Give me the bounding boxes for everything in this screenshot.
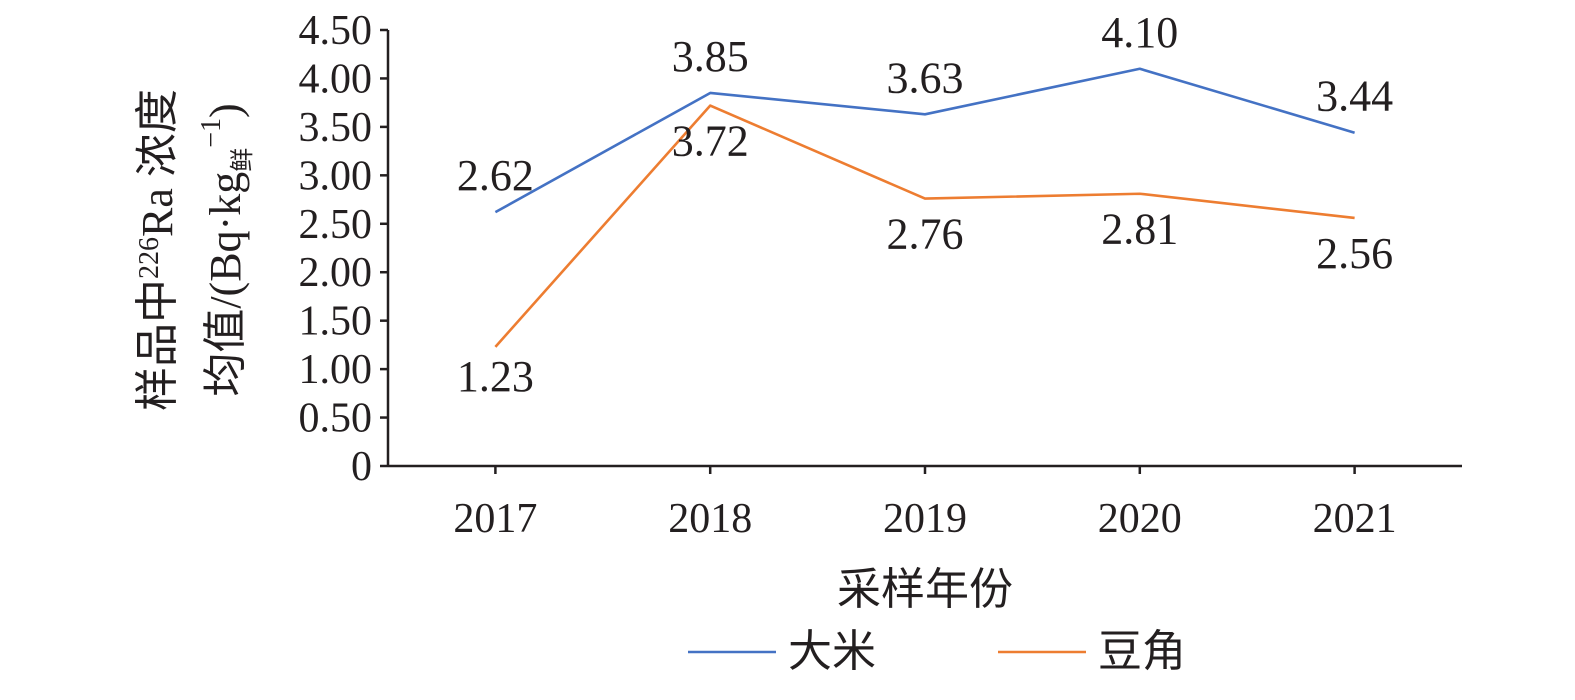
legend-label: 大米 <box>788 627 876 676</box>
series-group <box>494 67 1355 348</box>
data-label: 4.10 <box>1101 8 1178 57</box>
data-label: 3.85 <box>672 32 749 81</box>
y-tick-label: 0.50 <box>299 396 373 442</box>
y-axis-title-line2-sub: 鲜 <box>229 148 256 172</box>
data-label: 2.62 <box>457 151 534 200</box>
y-axis-title-line1-sup: 226 <box>134 237 165 279</box>
x-axis-ticks: 2017 2018 2019 2020 2021 <box>453 466 1397 542</box>
y-tick-label: 3.00 <box>299 153 373 199</box>
y-axis-title: 样品中226Ra 浓度 <box>133 89 182 411</box>
y-tick-label: 2.50 <box>299 202 373 248</box>
data-label: 2.56 <box>1316 229 1393 278</box>
y-tick-label: 4.50 <box>299 8 373 54</box>
data-label: 3.72 <box>672 117 749 166</box>
x-tick-label: 2018 <box>668 496 752 542</box>
y-tick-label: 3.50 <box>299 105 373 151</box>
data-label: 2.81 <box>1101 205 1178 254</box>
y-tick-label: 0 <box>351 444 372 490</box>
legend: 大米 豆角 <box>688 627 1186 676</box>
y-tick-label: 1.50 <box>299 299 373 345</box>
x-tick-label: 2017 <box>453 496 537 542</box>
y-axis-title-line1-suffix: Ra 浓度 <box>133 89 182 237</box>
y-axis-title-line2-sup: −1 <box>196 118 227 148</box>
y-axis-title-line1-prefix: 样品中 <box>133 279 182 411</box>
x-tick-label: 2020 <box>1098 496 1182 542</box>
data-label: 2.76 <box>887 210 964 259</box>
data-label: 3.63 <box>887 53 964 102</box>
svg-text:样品中226Ra 浓度: 样品中226Ra 浓度 <box>133 89 182 411</box>
legend-label: 豆角 <box>1098 627 1186 676</box>
y-axis-title-line2-prefix: 均值/(Bq·kg <box>201 172 250 397</box>
y-tick-label: 4.00 <box>299 56 373 102</box>
svg-text:均值/(Bq·kg鲜−1): 均值/(Bq·kg鲜−1) <box>196 103 256 396</box>
x-tick-label: 2019 <box>883 496 967 542</box>
data-labels: 2.62 3.85 3.63 4.10 3.44 1.23 3.72 2.76 2.81 2.56 <box>457 8 1393 401</box>
y-tick-label: 2.00 <box>299 250 373 296</box>
x-tick-label: 2021 <box>1313 496 1397 542</box>
y-axis-title-line2-suffix: ) <box>201 103 250 118</box>
x-axis-title: 采样年份 <box>837 565 1013 614</box>
data-label: 3.44 <box>1316 72 1393 121</box>
y-axis-ticks: 00.501.001.502.002.503.003.504.004.50 <box>299 8 388 490</box>
y-axis-title-line2: 均值/(Bq·kg鲜−1) <box>196 103 256 396</box>
y-tick-label: 1.00 <box>299 347 373 393</box>
data-label: 1.23 <box>457 352 534 401</box>
